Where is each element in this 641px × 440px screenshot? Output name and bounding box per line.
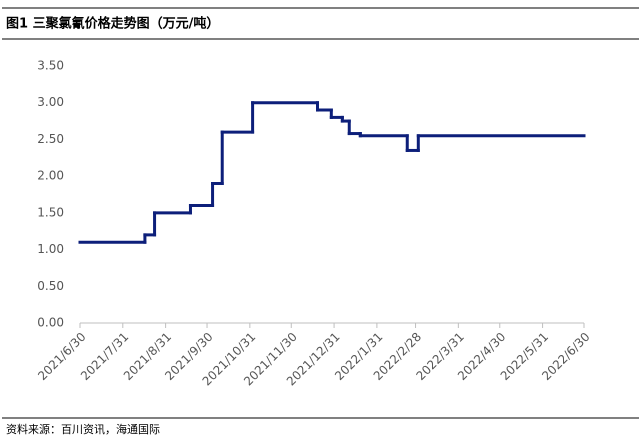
y-tick-label: 1.00 — [37, 242, 64, 256]
y-tick-label: 3.00 — [37, 95, 64, 109]
y-tick-label: 1.50 — [37, 205, 64, 219]
y-tick-label: 2.50 — [37, 132, 64, 146]
y-tick-label: 0.50 — [37, 279, 64, 293]
y-tick-label: 2.00 — [37, 169, 64, 183]
source-note: 资料来源：百川资讯，海通国际 — [6, 422, 160, 436]
chart-title: 图1 三聚氯氰价格走势图（万元/吨） — [6, 16, 219, 32]
y-tick-label: 3.50 — [37, 59, 64, 73]
y-tick-label: 0.00 — [37, 316, 64, 330]
